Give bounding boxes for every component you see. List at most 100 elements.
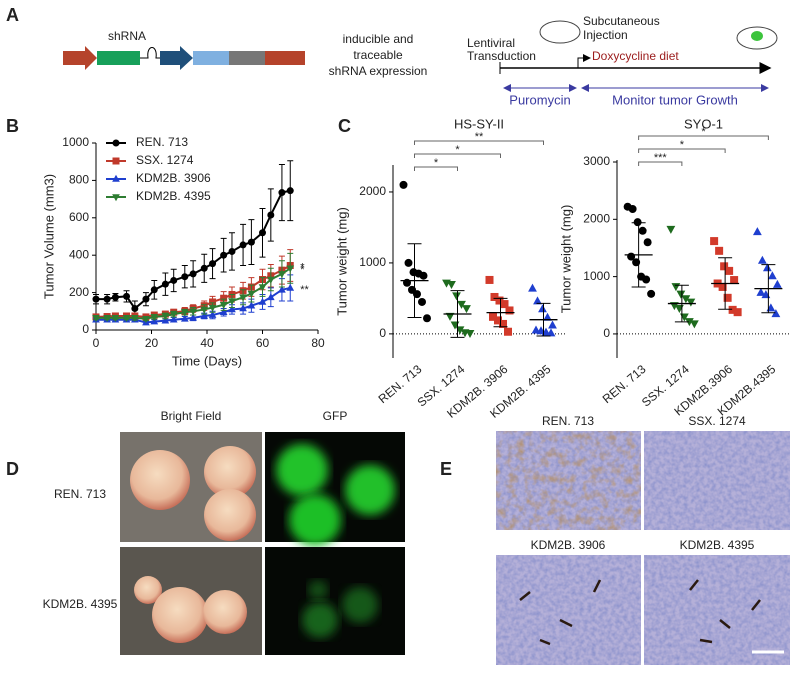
marker: [259, 229, 266, 237]
marker: [258, 297, 267, 305]
column-header: GFP: [323, 409, 348, 423]
marker: [239, 304, 247, 312]
legend-marker: [112, 139, 120, 147]
y-tick-label: 0: [379, 326, 386, 340]
marker: [111, 293, 119, 301]
significance-bracket: [638, 161, 683, 166]
legend-marker: [112, 194, 120, 202]
marker: [757, 255, 767, 264]
y-tick-label: 200: [69, 285, 89, 299]
marker: [286, 265, 295, 273]
diet-label: Doxycycline diet: [592, 49, 679, 63]
marker: [399, 180, 408, 189]
marker: [538, 304, 547, 313]
marker: [718, 282, 727, 291]
significance: **: [475, 131, 484, 143]
marker: [180, 309, 189, 317]
marker: [170, 276, 178, 284]
legend-label: KDM2B. 3906: [136, 171, 211, 185]
significance-bracket: [414, 166, 458, 171]
marker: [465, 329, 475, 338]
marker: [674, 304, 684, 313]
marker: [462, 305, 471, 314]
bright-field-image: [120, 432, 262, 655]
marker: [500, 300, 509, 309]
marker: [239, 294, 247, 302]
y-axis-label: Tumor weight (mg): [334, 207, 349, 316]
marker: [505, 306, 514, 315]
y-tick-label: 2000: [359, 184, 386, 198]
marker: [200, 311, 209, 319]
panel-label: A: [6, 5, 19, 25]
marker: [762, 263, 772, 272]
marker: [219, 308, 228, 316]
marker: [546, 328, 556, 337]
phase-label: Puromycin: [509, 92, 570, 107]
y-tick-label: 0: [603, 326, 610, 340]
panel-label: C: [338, 116, 351, 136]
timeline-step: Lentiviral: [467, 36, 515, 50]
marker: [403, 278, 411, 287]
timeline-step: Transduction: [467, 49, 536, 63]
marker: [228, 247, 236, 255]
sd-bar: [450, 290, 465, 338]
significance-bracket: [638, 135, 769, 140]
timeline-step: Subcutaneous: [583, 14, 660, 28]
row-label: KDM2B. 4395: [43, 597, 118, 611]
legend-label: KDM2B. 4395: [136, 189, 211, 203]
sd-bar: [536, 302, 551, 337]
marker: [247, 238, 255, 246]
marker: [131, 304, 139, 312]
significance: *: [434, 157, 439, 169]
significance: **: [300, 284, 309, 296]
marker: [92, 315, 100, 323]
marker: [499, 319, 507, 328]
significance: *: [300, 261, 305, 273]
significance: *: [701, 126, 706, 138]
marker: [278, 285, 286, 293]
significance: *: [680, 139, 685, 151]
marker: [771, 309, 781, 318]
legend-label: SSX. 1274: [136, 153, 194, 167]
marker: [208, 304, 217, 312]
sd-bar: [631, 222, 646, 288]
marker: [647, 289, 656, 298]
y-tick-label: 0: [82, 322, 89, 336]
marker: [533, 296, 542, 305]
description: inducible and: [343, 32, 414, 46]
marker: [189, 313, 197, 321]
marker: [208, 310, 217, 318]
marker: [642, 275, 651, 284]
sd-bar: [493, 297, 508, 328]
marker: [752, 227, 762, 236]
image-label: REN. 713: [542, 414, 594, 428]
marker: [767, 271, 777, 280]
x-tick-label: 0: [93, 336, 100, 350]
marker: [548, 320, 557, 329]
description: traceable: [353, 48, 403, 62]
phase-label: Monitor tumor Growth: [612, 92, 738, 107]
marker: [189, 308, 197, 316]
marker: [161, 280, 169, 288]
marker: [239, 241, 247, 249]
marker: [423, 314, 431, 323]
marker: [123, 292, 131, 300]
marker: [494, 316, 502, 325]
marker: [543, 312, 552, 321]
marker: [445, 312, 455, 321]
marker: [181, 273, 189, 281]
marker: [633, 218, 642, 227]
histology-image: [496, 431, 790, 665]
marker: [490, 292, 499, 301]
sd-bar: [718, 257, 733, 310]
marker: [725, 266, 734, 275]
panel-label: B: [6, 116, 19, 136]
marker: [209, 260, 217, 268]
y-tick-label: 1000: [583, 269, 610, 283]
marker: [686, 298, 696, 307]
image-label: KDM2B. 3906: [531, 538, 606, 552]
marker: [220, 294, 228, 302]
y-tick-label: 3000: [583, 154, 610, 168]
marker: [142, 315, 150, 323]
